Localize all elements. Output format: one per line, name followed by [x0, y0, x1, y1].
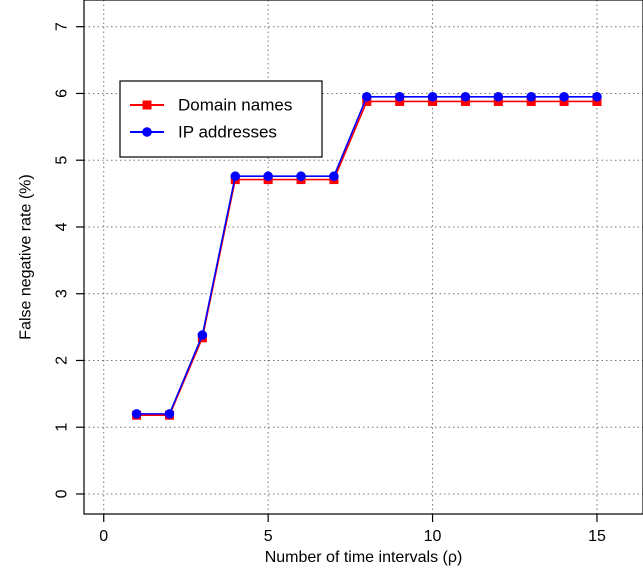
y-axis-label: False negative rate (%) [18, 174, 35, 339]
data-point-ip-addresses [361, 91, 372, 102]
x-axis-label: Number of time intervals (ρ) [265, 549, 463, 566]
data-point-ip-addresses [427, 91, 438, 102]
data-point-ip-addresses [197, 330, 208, 340]
legend-marker-domain-names [142, 100, 152, 110]
axes: 0 5 10 15 0 1 2 3 4 5 6 7 [54, 22, 606, 545]
data-point-ip-addresses [263, 171, 273, 182]
data-point-ip-addresses [394, 91, 405, 102]
y-tick-label: 6 [54, 89, 71, 98]
grid [84, 0, 643, 514]
plot-frame [83, 0, 643, 515]
legend: Domain names IP addresses [119, 80, 323, 158]
x-tick-label: 5 [264, 528, 273, 545]
y-tick-label: 4 [54, 222, 71, 231]
data-point-ip-addresses [460, 91, 471, 102]
data-point-ip-addresses [526, 91, 536, 102]
data-point-ip-addresses [559, 91, 569, 102]
x-tick-label: 0 [99, 528, 108, 545]
data-point-ip-addresses [493, 91, 504, 102]
y-tick-label: 0 [54, 489, 71, 498]
y-tick-label: 2 [54, 356, 71, 365]
series-group [131, 91, 602, 420]
legend-label-domain-names: Domain names [178, 96, 292, 115]
data-point-ip-addresses [296, 171, 306, 182]
data-point-ip-addresses [230, 171, 241, 182]
data-point-ip-addresses [164, 409, 175, 419]
data-point-ip-addresses [329, 171, 339, 182]
x-tick-label: 15 [588, 528, 606, 545]
legend-frame [119, 80, 323, 158]
x-tick-label: 10 [424, 528, 442, 545]
data-point-ip-addresses [131, 409, 142, 419]
y-tick-label: 1 [54, 423, 71, 432]
y-tick-label: 7 [54, 22, 71, 31]
legend-marker-ip-addresses [142, 127, 152, 137]
legend-label-ip-addresses: IP addresses [178, 123, 277, 142]
data-point-ip-addresses [592, 91, 602, 102]
y-tick-label: 3 [54, 289, 71, 298]
y-tick-label: 5 [54, 156, 71, 165]
